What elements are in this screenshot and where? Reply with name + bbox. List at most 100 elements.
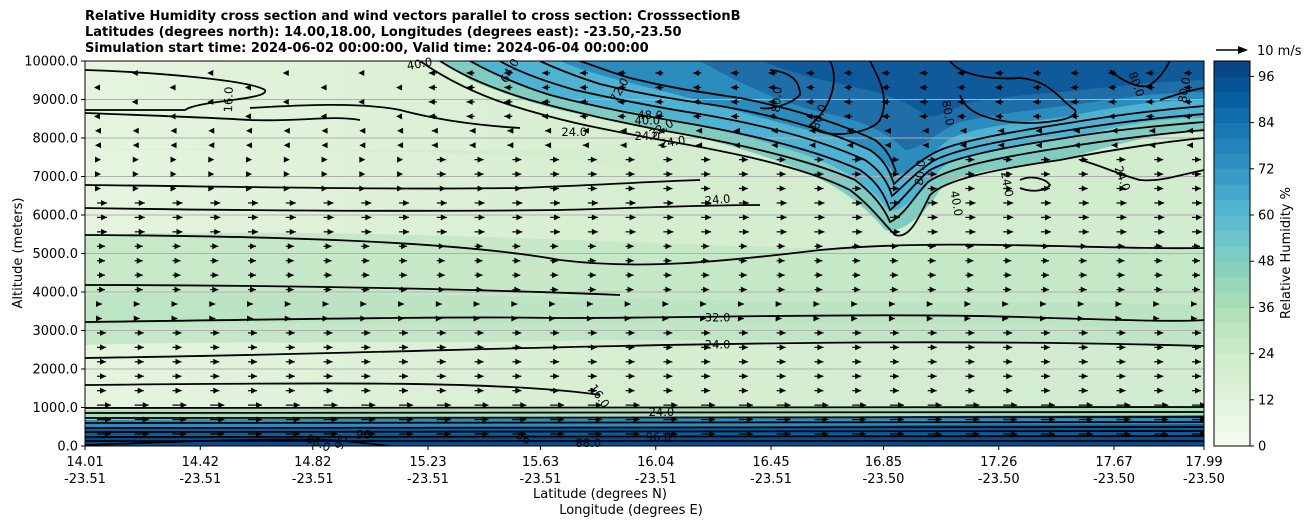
wind-vector-head	[218, 416, 225, 423]
wind-vector-head	[703, 257, 710, 264]
wind-vector-head	[1157, 185, 1164, 192]
wind-vector-head	[1081, 171, 1088, 178]
wind-vector-head	[881, 98, 888, 105]
wind-vector-head	[477, 171, 484, 178]
y-tick-label: 2000.0	[33, 363, 79, 378]
colorbar-label: Relative Humidity %	[1279, 187, 1294, 319]
wind-vector-head	[208, 127, 215, 134]
wind-vector-head	[1048, 431, 1055, 437]
wind-vector-head	[1080, 257, 1087, 264]
wind-vector-head	[1120, 199, 1127, 206]
wind-vector-head	[973, 402, 980, 409]
wind-vector-head	[667, 228, 674, 235]
wind-vector-head	[771, 127, 778, 134]
wind-vector-head	[1187, 127, 1193, 134]
wind-vector-head	[1111, 127, 1118, 134]
wind-vector-head	[209, 315, 216, 322]
wind-vector-head	[1158, 228, 1165, 235]
wind-vector-head	[100, 344, 106, 351]
y-tick-label: 10000.0	[24, 55, 78, 70]
chart-title-line-3: Simulation start time: 2024-06-02 00:00:…	[85, 41, 649, 56]
wind-vector-head	[822, 416, 829, 423]
wind-vector-head	[321, 185, 328, 192]
wind-vector-head	[549, 301, 556, 308]
wind-vector-head	[245, 84, 252, 91]
wind-vector-head	[169, 84, 176, 91]
wind-vector-head	[1081, 344, 1088, 351]
wind-vector-head	[1032, 98, 1039, 105]
wind-vector-head	[364, 387, 371, 394]
contour-label: 24.0	[649, 405, 675, 419]
wind-vector-head	[288, 358, 295, 365]
chart-title-line-1: Relative Humidity cross section and wind…	[85, 9, 741, 24]
wind-vector-head	[968, 373, 975, 380]
wind-vector-head	[779, 185, 786, 192]
wind-vector-head	[403, 199, 410, 206]
wind-vector-head	[809, 127, 816, 134]
wind-vector-head	[1149, 127, 1156, 134]
wind-vector-head	[967, 243, 974, 250]
colorbar-segment	[1214, 338, 1250, 355]
wind-vector-head	[741, 344, 748, 351]
wind-vector-head	[704, 358, 711, 365]
wind-vector-head	[741, 373, 748, 380]
wind-vector-head	[1118, 272, 1125, 279]
wind-vector-head	[666, 171, 673, 178]
wind-vector-head	[1184, 84, 1190, 91]
y-tick-label: 9000.0	[33, 93, 79, 108]
wind-vector-head	[363, 272, 370, 279]
wind-vector-head	[704, 344, 711, 351]
colorbar-segment	[1214, 153, 1250, 170]
wind-vector-head	[438, 272, 445, 279]
wind-vector-head	[431, 142, 438, 149]
wind-vector-head	[768, 84, 775, 91]
colorbar-segment	[1214, 384, 1250, 401]
wind-vector-head	[730, 84, 737, 91]
wind-vector-head	[1157, 358, 1164, 365]
wind-vector-head	[1146, 70, 1153, 76]
wind-vector-head	[327, 214, 334, 221]
wind-vector-head	[439, 344, 446, 351]
wind-vector-head	[666, 387, 673, 394]
wind-vector-head	[438, 257, 445, 264]
wind-vector-head	[553, 329, 560, 336]
wind-vector-head	[740, 257, 747, 264]
colorbar-segment	[1214, 369, 1250, 385]
wind-vector-head	[132, 142, 139, 149]
wind-vector-head	[282, 70, 289, 76]
wind-vector-head	[1077, 301, 1084, 308]
wind-vector-head	[926, 315, 933, 322]
y-axis-label: Altitude (meters)	[11, 198, 26, 309]
wind-vector-head	[779, 387, 786, 394]
wind-vector-head	[822, 402, 829, 409]
wind-vector-head	[1082, 199, 1089, 206]
wind-vector-head	[1005, 257, 1012, 264]
wind-vector-head	[671, 431, 678, 437]
wind-vector-head	[444, 431, 451, 437]
wind-vector-head	[703, 243, 710, 250]
wind-vector-head	[364, 358, 371, 365]
wind-vector-head	[967, 286, 974, 293]
wind-vector-head	[892, 387, 899, 394]
x-tick-label-longitude: -23.51	[407, 472, 449, 487]
wind-vector-head	[1007, 214, 1014, 221]
wind-vector-head	[504, 70, 511, 76]
wind-vector-head	[1184, 113, 1190, 120]
wind-vector-head	[628, 156, 635, 163]
wind-vector-head	[1081, 358, 1088, 365]
wind-vector-head	[251, 344, 258, 351]
wind-vector-head	[582, 142, 589, 149]
wind-vector-head	[617, 70, 624, 76]
wind-vector-head	[1077, 315, 1084, 322]
wind-vector-head	[359, 127, 366, 134]
wind-vector-head	[705, 199, 712, 206]
wind-vector-head	[851, 301, 858, 308]
wind-vector-head	[142, 402, 149, 409]
wind-vector-head	[1124, 402, 1131, 409]
wind-vector-head	[515, 156, 522, 163]
x-tick-label-longitude: -23.50	[978, 472, 1020, 487]
wind-vector-head	[957, 113, 964, 120]
wind-vector-head	[218, 431, 225, 437]
wind-vector-head	[957, 84, 964, 91]
wind-vector-head	[693, 113, 700, 120]
